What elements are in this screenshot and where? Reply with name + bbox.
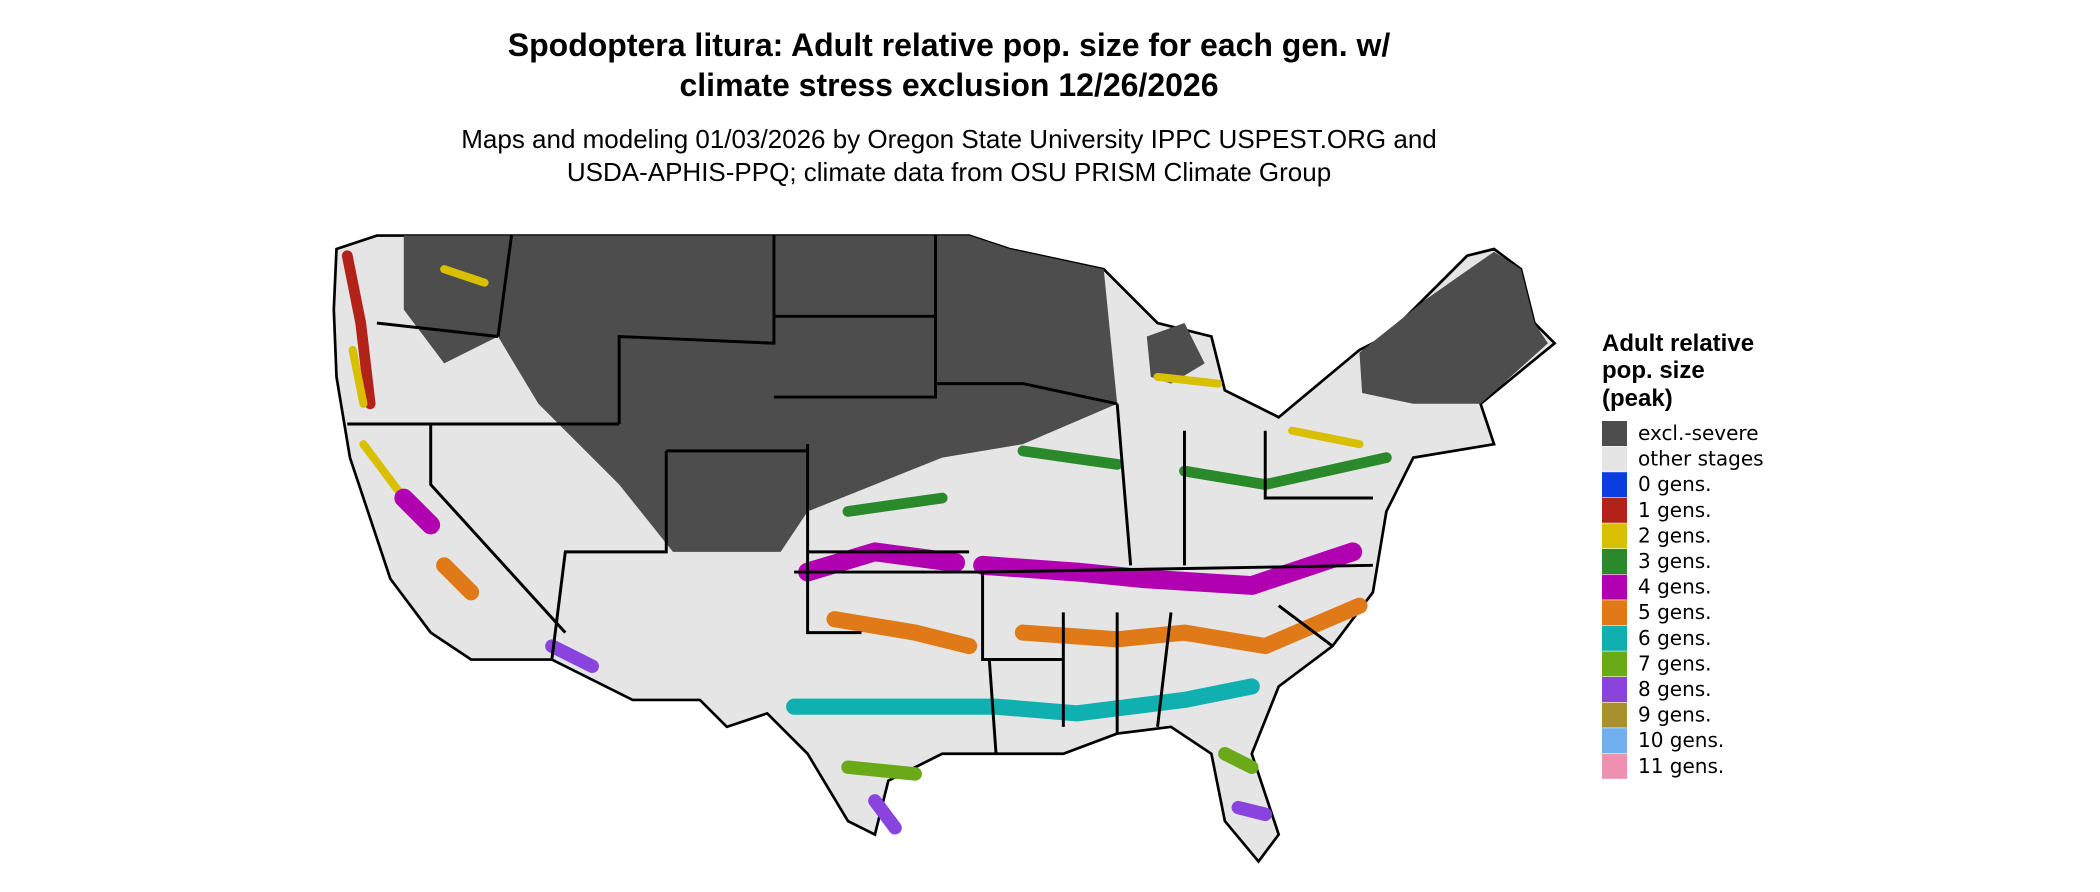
subtitle-line: Maps and modeling 01/03/2026 by Oregon S… [461,124,1437,154]
legend-label: 11 gens. [1638,754,1724,778]
legend-label: 9 gens. [1638,703,1712,727]
legend-label: other stages [1638,447,1764,471]
legend-label: 7 gens. [1638,651,1712,675]
legend-swatch [1602,549,1627,574]
legend-swatch [1602,523,1627,549]
legend-label: 3 gens. [1638,549,1712,573]
title-line: Spodoptera litura: Adult relative pop. s… [508,27,1391,63]
excluded-region [1359,251,1548,404]
legend-title-line: Adult relative [1602,330,1754,357]
band [545,639,1272,835]
legend-swatch [1602,600,1627,626]
legend-label: 2 gens. [1638,523,1712,547]
map [332,234,1557,864]
legend-swatch [1602,753,1627,779]
legend-title-line: pop. size [1602,357,1705,384]
legend-swatch [1602,677,1627,702]
legend-swatch [1602,421,1627,446]
subtitle-line: USDA-APHIS-PPQ; climate data from OSU PR… [567,157,1331,187]
band [341,250,376,410]
band [841,747,1259,781]
excluded-region [1146,323,1205,384]
band [348,265,1364,503]
legend-label: 6 gens. [1638,626,1712,650]
legend-label: 8 gens. [1638,677,1712,701]
legend-swatch [1602,625,1627,651]
legend-title-line: (peak) [1602,385,1673,412]
legend-label: 10 gens. [1638,728,1724,752]
legend-swatch [1602,702,1627,728]
state-border [347,235,1373,754]
band [436,557,1368,655]
legend-label: 4 gens. [1638,575,1712,599]
band [786,678,1260,722]
excluded-region [403,235,1118,552]
legend-swatch [1602,472,1627,498]
legend-swatch [1602,446,1627,472]
title-line: climate stress exclusion 12/26/2026 [679,67,1218,103]
legend-swatch [1602,651,1627,677]
legend-label: excl.-severe [1638,421,1759,445]
legend-swatch [1602,497,1627,523]
legend-label: 1 gens. [1638,498,1712,522]
legend-swatch [1602,728,1627,754]
legend-label: 0 gens. [1638,472,1712,496]
legend-label: 5 gens. [1638,600,1712,624]
legend-swatch [1602,574,1627,600]
